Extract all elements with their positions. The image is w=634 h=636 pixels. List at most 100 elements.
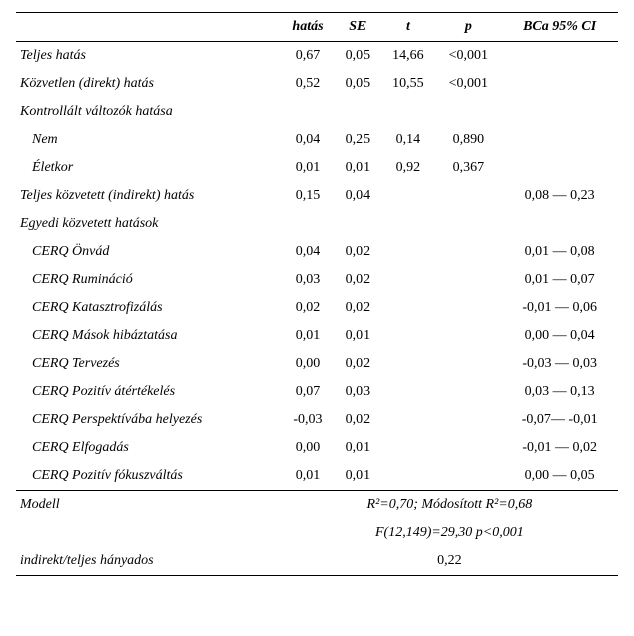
cell-p [435, 238, 501, 266]
ratio-value: 0,22 [281, 547, 618, 576]
cell-ci: 0,01 — 0,08 [501, 238, 618, 266]
table-row: CERQ Mások hibáztatása0,010,010,00 — 0,0… [16, 322, 618, 350]
cell-t [380, 98, 435, 126]
cell-ci: -0,03 — 0,03 [501, 350, 618, 378]
table-row: CERQ Pozitív fókuszváltás0,010,010,00 — … [16, 462, 618, 491]
cell-hatas: 0,04 [281, 126, 335, 154]
cell-ci: -0,01 — 0,06 [501, 294, 618, 322]
header-empty [16, 13, 281, 42]
cell-t [380, 406, 435, 434]
row-label: Teljes hatás [16, 42, 281, 71]
cell-hatas [281, 210, 335, 238]
row-label: Életkor [16, 154, 281, 182]
table-row: Nem0,040,250,140,890 [16, 126, 618, 154]
cell-hatas: 0,02 [281, 294, 335, 322]
table-row: CERQ Rumináció0,030,020,01 — 0,07 [16, 266, 618, 294]
cell-se: 0,01 [335, 434, 380, 462]
cell-t [380, 182, 435, 210]
header-ci: BCa 95% CI [501, 13, 618, 42]
row-label: CERQ Pozitív fókuszváltás [16, 462, 281, 491]
cell-ci [501, 70, 618, 98]
cell-hatas: 0,01 [281, 462, 335, 491]
cell-t [380, 266, 435, 294]
cell-ci: 0,08 — 0,23 [501, 182, 618, 210]
cell-t [380, 350, 435, 378]
row-label: Nem [16, 126, 281, 154]
cell-se: 0,03 [335, 378, 380, 406]
table-row: CERQ Pozitív átértékelés0,070,03 0,03 — 0… [16, 378, 618, 406]
table-row: Teljes közvetett (indirekt) hatás0,150,0… [16, 182, 618, 210]
cell-hatas: 0,15 [281, 182, 335, 210]
row-label: CERQ Önvád [16, 238, 281, 266]
model-row-2: F(12,149)=29,30 p<0,001 [16, 519, 618, 547]
header-se: SE [335, 13, 380, 42]
model-label: Modell [16, 491, 281, 520]
cell-se: 0,02 [335, 350, 380, 378]
cell-t: 0,14 [380, 126, 435, 154]
table-row: Közvetlen (direkt) hatás0,520,0510,55<0,… [16, 70, 618, 98]
cell-p [435, 294, 501, 322]
cell-p [435, 182, 501, 210]
cell-ci: -0,07— -0,01 [501, 406, 618, 434]
cell-hatas: 0,52 [281, 70, 335, 98]
cell-p: <0,001 [435, 42, 501, 71]
cell-se: 0,02 [335, 238, 380, 266]
row-label: CERQ Rumináció [16, 266, 281, 294]
row-label: CERQ Katasztrofizálás [16, 294, 281, 322]
cell-p: <0,001 [435, 70, 501, 98]
cell-p [435, 98, 501, 126]
cell-p [435, 350, 501, 378]
cell-ci: 0,00 — 0,04 [501, 322, 618, 350]
cell-hatas [281, 98, 335, 126]
row-label: Kontrollált változók hatása [16, 98, 281, 126]
cell-ci [501, 210, 618, 238]
table-row: Kontrollált változók hatása [16, 98, 618, 126]
cell-ci [501, 42, 618, 71]
model-row-1: Modell R²=0,70; Módosított R²=0,68 [16, 491, 618, 520]
cell-p: 0,890 [435, 126, 501, 154]
cell-t [380, 378, 435, 406]
cell-se: 0,05 [335, 70, 380, 98]
cell-se: 0,02 [335, 406, 380, 434]
cell-ci: 0,00 — 0,05 [501, 462, 618, 491]
cell-ci [501, 126, 618, 154]
cell-t: 0,92 [380, 154, 435, 182]
cell-ci: 0,03 — 0,13 [501, 378, 618, 406]
cell-hatas: -0,03 [281, 406, 335, 434]
cell-p [435, 406, 501, 434]
cell-se: 0,25 [335, 126, 380, 154]
cell-ci [501, 98, 618, 126]
cell-t [380, 294, 435, 322]
table-row: CERQ Katasztrofizálás0,020,02-0,01 — 0,0… [16, 294, 618, 322]
cell-hatas: 0,00 [281, 434, 335, 462]
cell-hatas: 0,07 [281, 378, 335, 406]
row-label: CERQ Mások hibáztatása [16, 322, 281, 350]
cell-ci: -0,01 — 0,02 [501, 434, 618, 462]
ratio-label: indirekt/teljes hányados [16, 547, 281, 576]
cell-se: 0,01 [335, 322, 380, 350]
cell-hatas: 0,01 [281, 154, 335, 182]
cell-t [380, 434, 435, 462]
table-row: CERQ Elfogadás0,000,01 -0,01 — 0,02 [16, 434, 618, 462]
cell-t: 14,66 [380, 42, 435, 71]
cell-se: 0,04 [335, 182, 380, 210]
row-label: Közvetlen (direkt) hatás [16, 70, 281, 98]
row-label: CERQ Perspektívába helyezés [16, 406, 281, 434]
cell-p [435, 210, 501, 238]
cell-hatas: 0,67 [281, 42, 335, 71]
effects-table: hatás SE t p BCa 95% CI Teljes hatás0,67… [16, 12, 618, 576]
cell-se: 0,05 [335, 42, 380, 71]
cell-se: 0,02 [335, 266, 380, 294]
table-body: Teljes hatás0,670,0514,66<0,001Közvetlen… [16, 42, 618, 491]
cell-p: 0,367 [435, 154, 501, 182]
cell-se [335, 210, 380, 238]
row-label: CERQ Elfogadás [16, 434, 281, 462]
table-row: CERQ Tervezés0,000,02-0,03 — 0,03 [16, 350, 618, 378]
cell-se: 0,01 [335, 154, 380, 182]
cell-t [380, 238, 435, 266]
table-row: CERQ Perspektívába helyezés-0,030,02 -0,0… [16, 406, 618, 434]
cell-hatas: 0,03 [281, 266, 335, 294]
cell-t [380, 322, 435, 350]
cell-p [435, 378, 501, 406]
row-label: CERQ Pozitív átértékelés [16, 378, 281, 406]
